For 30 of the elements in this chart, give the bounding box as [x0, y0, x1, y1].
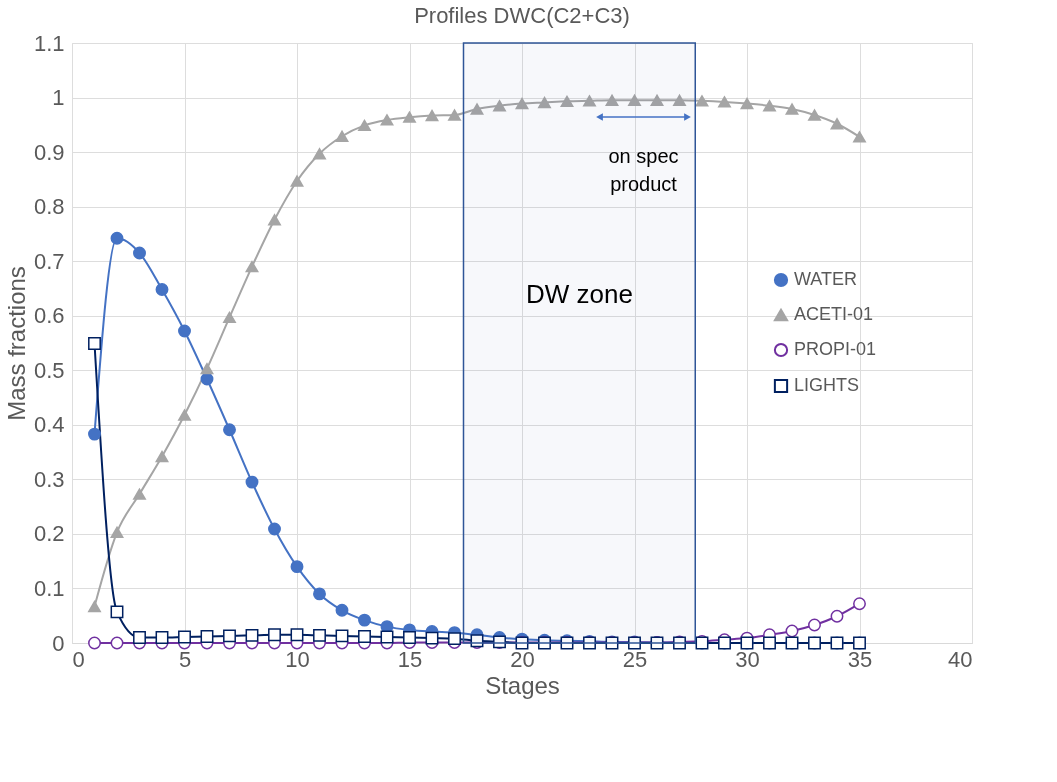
y-tick-label: 0.9: [33, 139, 65, 165]
y-tick-label: 0.2: [33, 521, 65, 547]
x-tick-label: 30: [735, 646, 760, 672]
x-tick-label: 20: [510, 646, 535, 672]
x-tick-label: 5: [178, 646, 192, 672]
legend-label: LIGHTS: [794, 375, 860, 395]
y-tick-label: 1.1: [33, 30, 65, 56]
x-axis-title: Stages: [485, 671, 560, 699]
y-tick-label: 0.6: [33, 303, 65, 329]
y-tick-label: 0.5: [33, 357, 65, 383]
x-tick-label: 10: [285, 646, 310, 672]
y-axis-title: Mass fractions: [2, 266, 30, 421]
y-tick-label: 0.4: [33, 412, 65, 438]
y-tick-label: 0.7: [33, 248, 65, 274]
y-tick-label: 0: [52, 630, 65, 656]
chart-title: Profiles DWC(C2+C3): [414, 3, 630, 28]
x-tick-label: 40: [948, 646, 973, 672]
legend-label: PROPI-01: [794, 339, 877, 359]
x-tick-label: 25: [622, 646, 648, 672]
legend-label: WATER: [794, 269, 857, 289]
x-tick-label: 0: [72, 646, 85, 672]
annotation: on spec product: [608, 145, 679, 195]
x-tick-label: 35: [847, 646, 873, 672]
y-tick-label: 0.1: [33, 575, 65, 601]
y-tick-label: 1: [52, 85, 65, 111]
x-tick-label: 15: [397, 646, 423, 672]
y-tick-label: 0.8: [33, 194, 65, 220]
band-label: DW zone: [525, 279, 633, 309]
legend-label: ACETI-01: [794, 304, 874, 324]
y-tick-label: 0.3: [33, 466, 65, 492]
